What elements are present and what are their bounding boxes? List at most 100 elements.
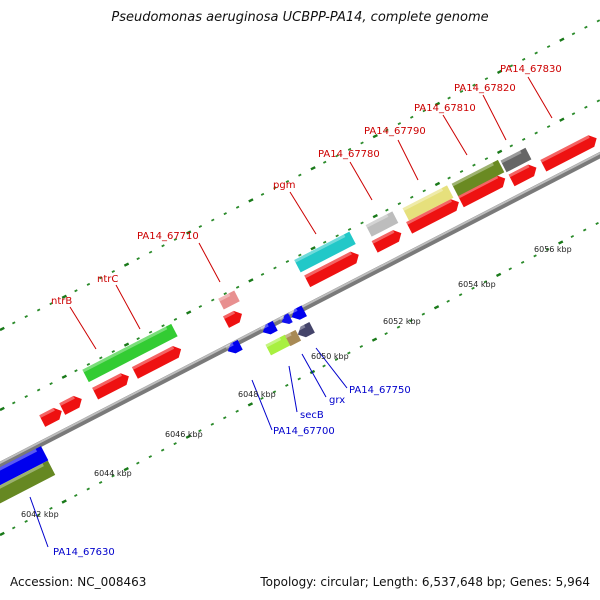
gene-label-PA14_67710[interactable]: PA14_67710 <box>137 231 199 242</box>
gene-label-PA14_67700[interactable]: PA14_67700 <box>273 426 335 437</box>
gene-block-PA14_67790-shape[interactable] <box>402 185 454 221</box>
tick-mark-top <box>61 294 68 299</box>
gene-block-red-1-shape[interactable] <box>59 393 85 415</box>
leader-secB <box>288 365 298 413</box>
gene-block-red-8[interactable] <box>457 173 508 208</box>
gene-block-PA14_67820-shape[interactable] <box>500 147 532 173</box>
gene-label-grx[interactable]: grx <box>329 395 345 406</box>
gene-block-red-10-shape[interactable] <box>540 132 599 172</box>
tick-mark-upper <box>509 144 514 148</box>
leader-PA14_67710 <box>198 242 221 283</box>
gene-block-PA14_67810-shape[interactable] <box>451 159 505 197</box>
gene-block-red-4-shape[interactable] <box>223 308 245 328</box>
gene-block-pgm-shape[interactable] <box>294 231 356 273</box>
gene-label-PA14_67810[interactable]: PA14_67810 <box>414 103 476 114</box>
gene-label-ntrC[interactable]: ntrC <box>97 274 118 285</box>
tick-mark-upper <box>496 149 503 155</box>
tick-mark-lower <box>533 254 537 258</box>
gene-block-rev-3[interactable] <box>289 305 307 322</box>
tick-mark-top <box>99 276 103 280</box>
scale-label: 6048 kbp <box>238 390 276 399</box>
gene-block-red-6-highlight <box>371 230 395 244</box>
gene-label-PA14_67750[interactable]: PA14_67750 <box>349 385 411 396</box>
gene-label-secB[interactable]: secB <box>300 410 324 421</box>
gene-label-PA14_67830[interactable]: PA14_67830 <box>500 64 562 75</box>
gene-block-ntrC[interactable] <box>82 323 178 383</box>
gene-label-pgm[interactable]: pgm <box>273 180 295 191</box>
gene-block-pgm[interactable] <box>294 231 356 273</box>
tick-mark-upper <box>123 342 130 347</box>
gene-block-grx-shape[interactable] <box>284 329 302 347</box>
tick-mark-upper <box>12 401 16 405</box>
gene-block-rev-2[interactable] <box>279 313 293 326</box>
gene-block-rev-2-shape[interactable] <box>279 313 293 326</box>
gene-block-PA14_67710-shape[interactable] <box>218 290 240 310</box>
gene-block-reverse-olive-shape[interactable] <box>0 460 56 504</box>
gene-block-rev-1[interactable] <box>260 320 278 337</box>
gene-block-ntrC-shape[interactable] <box>82 323 178 383</box>
gene-block-red-5[interactable] <box>304 249 362 288</box>
tick-mark-upper <box>472 163 476 167</box>
gene-block-red-6-shape[interactable] <box>371 227 405 253</box>
tick-mark-top <box>285 180 290 183</box>
tick-mark-upper <box>136 337 140 341</box>
gene-block-rev-0[interactable] <box>225 339 243 356</box>
label-leaders <box>29 76 553 548</box>
tick-mark-lower <box>384 332 388 336</box>
tick-mark-upper <box>161 324 165 328</box>
gene-block-PA14_67780[interactable] <box>365 211 399 237</box>
gene-block-rev-3-highlight <box>289 308 298 315</box>
gene-block-PA14_67810[interactable] <box>451 159 505 197</box>
gene-block-rev-0-highlight <box>225 342 234 349</box>
gene-block-rev-1-highlight <box>260 323 269 330</box>
gene-block-red-8-shape[interactable] <box>457 173 508 208</box>
gene-block-red-0[interactable] <box>39 405 65 427</box>
gene-block-rev-1-shape[interactable] <box>260 320 278 337</box>
tick-mark-top <box>559 37 565 42</box>
gene-label-PA14_67820[interactable]: PA14_67820 <box>454 83 516 94</box>
gene-block-red-3-shape[interactable] <box>131 343 184 379</box>
gene-block-red-3[interactable] <box>131 343 184 379</box>
gene-block-red-8-highlight <box>457 175 499 199</box>
gene-block-reverse-olive[interactable] <box>0 460 56 504</box>
gene-block-grx[interactable] <box>284 329 302 347</box>
gene-block-red-7-shape[interactable] <box>406 196 462 234</box>
gene-label-PA14_67790[interactable]: PA14_67790 <box>364 126 426 137</box>
tick-mark-top <box>584 25 588 29</box>
gene-label-ntrB[interactable]: ntrB <box>51 296 72 307</box>
gene-block-PA14_67780-shape[interactable] <box>365 211 399 237</box>
gene-label-PA14_67780[interactable]: PA14_67780 <box>318 149 380 160</box>
gene-block-red-5-shape[interactable] <box>304 249 362 288</box>
gene-block-PA14_67750-shape[interactable] <box>295 321 315 340</box>
gene-block-PA14_67630[interactable] <box>0 446 49 488</box>
gene-label-PA14_67630[interactable]: PA14_67630 <box>53 547 115 558</box>
tick-mark-upper <box>298 253 302 257</box>
gene-block-secB-shape[interactable] <box>265 334 291 356</box>
gene-block-red-9-shape[interactable] <box>508 162 540 187</box>
tick-mark-lower <box>495 272 502 278</box>
gene-block-red-7[interactable] <box>406 196 462 234</box>
gene-block-red-10[interactable] <box>540 132 599 172</box>
gene-block-red-3-highlight <box>131 346 175 370</box>
gene-block-PA14_67790[interactable] <box>402 185 454 221</box>
tick-mark-top <box>223 212 227 216</box>
gene-block-PA14_67820[interactable] <box>500 147 532 173</box>
tick-mark-upper <box>111 349 116 353</box>
gene-block-red-9[interactable] <box>508 162 540 187</box>
gene-block-secB[interactable] <box>265 334 291 356</box>
gene-block-red-0-shape[interactable] <box>39 405 65 427</box>
gene-block-rev-3-shape[interactable] <box>289 305 307 322</box>
gene-block-PA14_67710[interactable] <box>218 290 240 310</box>
gene-block-red-1[interactable] <box>59 393 85 415</box>
gene-block-red-4[interactable] <box>223 308 245 328</box>
gene-block-red-6[interactable] <box>371 227 405 253</box>
gene-block-red-2-shape[interactable] <box>92 371 132 400</box>
tick-mark-upper <box>260 272 265 276</box>
gene-block-PA14_67750[interactable] <box>295 321 315 340</box>
gene-block-rev-0-shape[interactable] <box>225 339 243 356</box>
tick-mark-lower <box>260 396 264 400</box>
tick-mark-lower <box>570 234 575 238</box>
tick-mark-lower <box>36 513 41 517</box>
gene-block-red-2[interactable] <box>92 371 132 400</box>
gene-block-PA14_67630-shape[interactable] <box>0 446 49 488</box>
